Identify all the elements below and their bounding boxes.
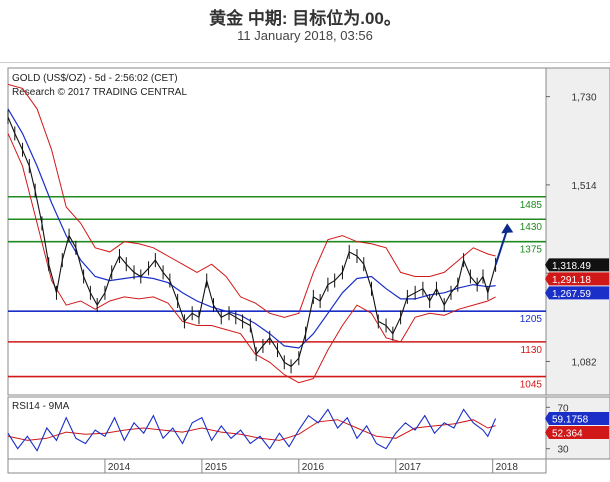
report-title: 黄金 中期: 目标位为.00。 [209,9,401,28]
gold-chart: GOLD (US$/OZ) - 5d - 2:56:02 (CET) Resea… [7,67,610,474]
level-label-1375: 1375 [520,245,543,256]
target-arrow-shaft [494,229,509,266]
bands-layer [7,83,496,384]
rsi-tick-label-70: 70 [557,403,569,414]
last-value-0-tag [545,258,609,272]
moving-average-line [7,108,496,349]
level-label-1205: 1205 [520,314,543,325]
price-layer [7,110,514,374]
price-line [7,116,497,368]
level-label-1045: 1045 [520,380,543,391]
level-label-1130: 1130 [520,345,542,356]
last-value-2-tag-label: 1,267.59 [552,289,591,300]
last-value-2-tag [545,286,609,300]
price-axis-panel [545,67,610,396]
price-tick-label-1082: 1,082 [571,357,596,368]
rsi-last-value-0-tag-label: 59.1758 [552,415,589,426]
price-tick-label-1514: 1,514 [571,181,596,192]
date-tick-label-2014: 2014 [108,462,131,473]
rsi-label: RSI14 - 9MA [12,401,70,412]
rsi-tick-label-30: 30 [557,445,569,456]
chart-info-line1: GOLD (US$/OZ) - 5d - 2:56:02 (CET) [12,73,178,84]
rsi-layer: 70 30 [7,403,569,456]
target-arrow-head [501,223,514,234]
chart-info-line2: Research © 2017 TRADING CENTRAL [12,87,187,98]
bollinger-lower-line [7,133,496,384]
date-axis-panel [7,458,547,474]
axis-layer: 1,730 1,514 1,082 2014 2015 2016 2017 2018 [104,93,597,473]
level-label-1485: 1485 [520,200,543,211]
date-tick-label-2016: 2016 [302,462,325,473]
rsi-line [7,408,497,452]
price-tick-label-1730: 1,730 [571,93,596,104]
report-header: 黄金 中期: 目标位为.00。 11 January 2018, 03:56 [0,0,610,63]
last-value-1-tag-label: 1,291.18 [552,275,591,286]
bollinger-upper-line [7,83,496,318]
date-tick-label-2018: 2018 [496,462,519,473]
rsi-panel [7,396,547,460]
rsi-last-value-0-tag [545,412,609,426]
level-label-1430: 1430 [520,222,543,233]
last-value-1-tag [545,272,609,286]
last-value-0-tag-label: 1,318.49 [552,261,591,272]
date-tick-label-2017: 2017 [399,462,422,473]
rsi-last-value-1-tag [545,426,609,440]
report-date: 11 January 2018, 03:56 [237,28,373,43]
rsi-last-value-1-tag-label: 52.364 [552,429,583,440]
date-tick-label-2015: 2015 [205,462,228,473]
tags-layer: 1,318.49 1,291.18 1,267.59 59.1758 52.364 [545,258,609,440]
